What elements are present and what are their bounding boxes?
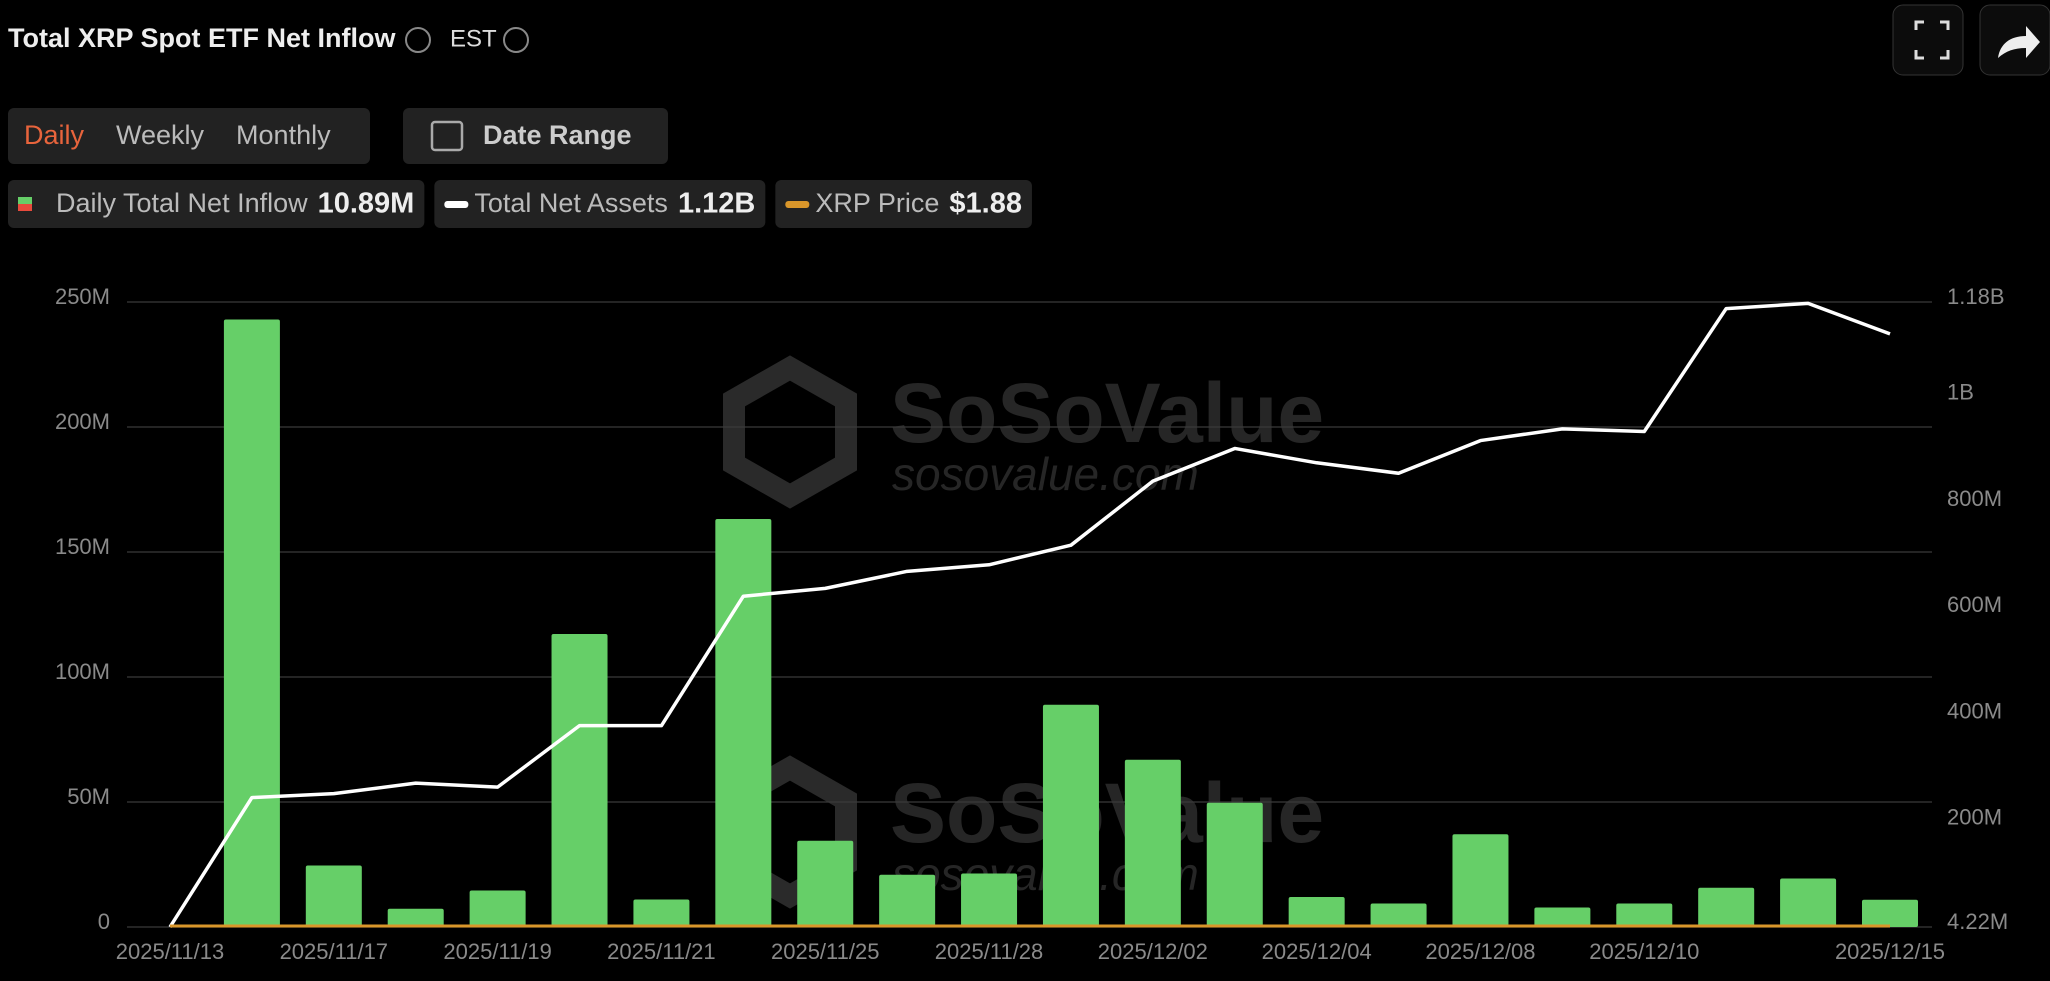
x-tick-label: 2025/12/08 (1425, 939, 1535, 964)
bar (551, 634, 608, 927)
y-tick-label: 100M (55, 659, 110, 684)
bar (961, 873, 1018, 927)
y2-tick-label: 200M (1947, 805, 2002, 830)
y2-tick-label: 400M (1947, 698, 2002, 723)
bar (1616, 903, 1673, 927)
y-tick-label: 200M (55, 409, 110, 434)
date-range-button[interactable] (403, 108, 668, 164)
bar (1042, 704, 1099, 927)
line (168, 301, 1891, 928)
bar (1452, 834, 1509, 927)
period-tab[interactable]: Weekly (116, 120, 205, 150)
bar (797, 840, 854, 927)
x-tick-label: 2025/12/02 (1098, 939, 1208, 964)
legend-name: Total Net Assets (474, 188, 668, 218)
x-tick-label: 2025/12/10 (1589, 939, 1699, 964)
legend-name: Daily Total Net Inflow (56, 188, 308, 218)
legend-value: $1.88 (949, 188, 1022, 220)
y-tick-label: 0 (98, 909, 110, 934)
bar (387, 908, 444, 927)
legend: Daily Total Net Inflow 10.89M Total Net As… (8, 180, 1032, 228)
bar (1206, 802, 1263, 927)
period-tabs (8, 108, 370, 164)
period-tab[interactable]: Daily (24, 120, 85, 150)
watermark-logo (723, 355, 857, 509)
bar (1698, 887, 1755, 927)
bar (715, 519, 772, 927)
x-tick-label: 2025/11/25 (771, 939, 879, 964)
x-tick-label: 2025/11/13 (116, 939, 224, 964)
bar (1288, 897, 1345, 927)
info-icon[interactable] (503, 27, 529, 53)
info-icon[interactable] (405, 27, 431, 53)
legend-item[interactable] (8, 180, 425, 228)
watermark-url: sosovalue.com (892, 448, 1199, 500)
bar (305, 865, 362, 927)
fullscreen-icon (1914, 20, 1950, 60)
bar (1862, 899, 1918, 927)
bar (469, 890, 526, 927)
date-range-label: Date Range (483, 120, 632, 150)
bar (223, 319, 280, 927)
bar (1780, 878, 1837, 927)
x-tick-label: 2025/12/04 (1262, 939, 1372, 964)
x-tick-label: 2025/11/19 (443, 939, 551, 964)
y2-tick-label: 1B (1947, 379, 1974, 404)
legend-swatch (785, 201, 810, 208)
legend-value: 1.12B (678, 188, 755, 220)
bar (1534, 907, 1591, 927)
y-tick-label: 250M (55, 284, 110, 309)
title: Total XRP Spot ETF Net Inflow (8, 23, 396, 53)
y-tick-label: 50M (67, 784, 110, 809)
share-icon (1998, 26, 2040, 58)
calendar-icon (430, 120, 464, 152)
y2-tick-label: 1.18B (1947, 284, 2005, 309)
bar (879, 874, 936, 927)
x-tick-label: 2025/11/28 (935, 939, 1043, 964)
x-tick-label: 2025/11/17 (280, 939, 388, 964)
bar (633, 899, 690, 927)
legend-item[interactable] (775, 180, 1032, 228)
legend-name: XRP Price (815, 188, 939, 218)
legend-swatch (444, 201, 469, 208)
bar (1370, 903, 1427, 927)
legend-swatch (18, 204, 32, 211)
period-tab[interactable]: Monthly (236, 120, 331, 150)
y2-tick-label: 800M (1947, 486, 2002, 511)
timezone: EST (450, 25, 497, 52)
legend-swatch (18, 197, 32, 204)
legend-item[interactable] (434, 180, 766, 228)
legend-value: 10.89M (318, 188, 415, 220)
x-tick-label: 2025/11/21 (607, 939, 715, 964)
bar (1124, 759, 1181, 927)
plot: SoSoValuesosovalue.comSoSoValuesosovalue… (55, 284, 2008, 964)
y2-tick-label: 4.22M (1947, 909, 2008, 934)
y-tick-label: 150M (55, 534, 110, 559)
y2-tick-label: 600M (1947, 592, 2002, 617)
x-tick-label: 2025/12/15 (1835, 939, 1945, 964)
watermark-brand: SoSoValue (890, 366, 1324, 460)
fullscreen-button[interactable] (1892, 4, 1964, 76)
